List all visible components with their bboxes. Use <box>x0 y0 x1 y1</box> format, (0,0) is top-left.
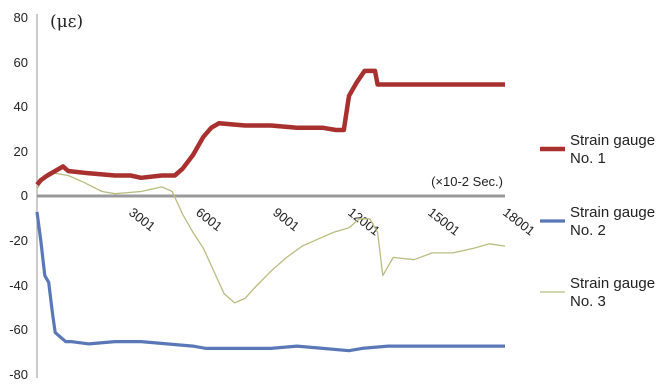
y-tick-label: 80 <box>14 10 28 25</box>
legend-label-strain-gauge-1: Strain gauge No. 1 <box>570 132 655 167</box>
y-tick-label: 0 <box>21 188 28 203</box>
y-tick-label: -60 <box>9 322 28 337</box>
y-tick-label: 60 <box>14 55 28 70</box>
x-tick-label: 9001 <box>270 205 302 235</box>
y-tick-label: -80 <box>9 367 28 382</box>
y-tick-label: 20 <box>14 144 28 159</box>
x-tick-label: 15001 <box>425 205 463 239</box>
x-tick-label: 6001 <box>193 205 225 235</box>
series-line-strain-gauge-3 <box>36 172 506 304</box>
legend-label-strain-gauge-3: Strain gauge No. 3 <box>570 275 655 310</box>
y-tick-label: -20 <box>9 233 28 248</box>
series-line-strain-gauge-1 <box>35 68 505 187</box>
legend-label-strain-gauge-2: Strain gauge No. 2 <box>570 204 655 239</box>
x-axis-unit-note: (×10-2 Sec.) <box>431 174 503 189</box>
legend: Strain gauge No. 1 Strain gauge No. 2 Stra… <box>540 132 655 310</box>
y-tick-label: -40 <box>9 278 28 293</box>
x-tick-label: 18001 <box>500 205 538 239</box>
x-tick-label: 3001 <box>126 205 158 235</box>
y-tick-label: 40 <box>14 99 28 114</box>
y-axis-label: (με) <box>50 12 83 32</box>
series-line-strain-gauge-2 <box>35 211 505 353</box>
